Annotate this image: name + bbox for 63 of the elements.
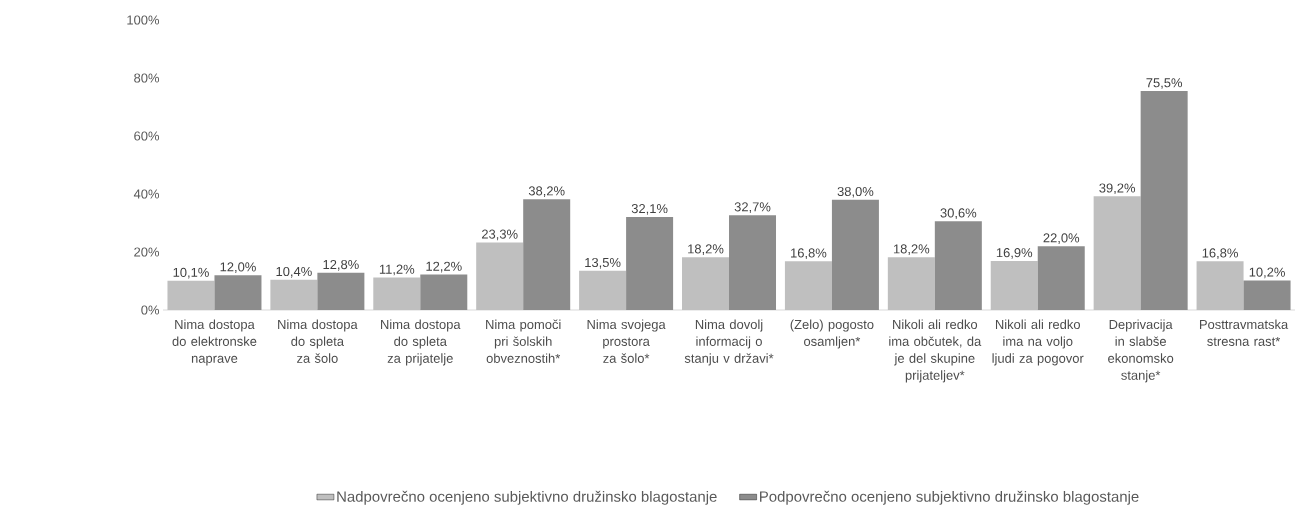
y-tick-label: 20% [134, 247, 160, 257]
data-label: 32,1% [631, 203, 668, 215]
x-tick-label: Nima dostopa do elektronske naprave [172, 319, 257, 366]
data-label: 16,9% [996, 248, 1033, 259]
x-tick-label: Nikoli ali redko ima na voljo ljudi za pogovor [992, 319, 1084, 366]
x-tick-label: Nima dostopa do spleta za šolo [278, 319, 358, 363]
y-tick-label: 40% [133, 189, 160, 199]
data-label: 12,2% [426, 261, 462, 273]
x-tick-label: Nikoli ali redko ima občutek, da je del skupine prijateljev* [889, 319, 982, 383]
data-label: 38,2% [528, 186, 565, 198]
bar [420, 274, 468, 310]
x-tick-label: Posttravmatska stresna rast* [1199, 319, 1289, 346]
bar [523, 199, 571, 310]
legend-label: Podpovrečno ocenjeno subjektivno družinsko blagostanje [760, 490, 1139, 505]
data-label: 16,8% [791, 248, 827, 260]
bar [784, 261, 832, 310]
data-label: 11,2% [379, 264, 415, 276]
bar [1037, 246, 1085, 310]
bar [317, 272, 365, 310]
bar [214, 275, 262, 310]
data-label: 75,5% [1146, 78, 1183, 89]
data-label: 22,0% [1043, 233, 1080, 244]
data-label: 32,7% [734, 202, 771, 213]
data-label: 10,2% [1249, 267, 1285, 279]
bar [682, 257, 730, 310]
y-tick-label: 0% [141, 305, 160, 315]
x-tick-label: Nima dovolj informacij o stanju v državi* [684, 319, 774, 366]
y-tick-label: 60% [134, 131, 160, 141]
bar [1243, 280, 1291, 310]
data-label: 38,0% [837, 186, 874, 198]
x-tick-label: Nima svojega prostora za šolo* [587, 319, 666, 363]
x-tick-label: Deprivacija in slabše ekonomsko stanje* [1108, 319, 1174, 383]
data-label: 18,2% [893, 244, 930, 256]
legend-label: Nadpovrečno ocenjeno subjektivno družinsko blagostanje [337, 490, 717, 505]
x-tick-label: Nima dostopa do spleta za prijatelje [381, 319, 461, 366]
data-label: 30,6% [940, 208, 977, 220]
bar [373, 277, 421, 310]
bar [831, 199, 879, 310]
y-tick-label: 80% [134, 73, 160, 83]
bar [887, 257, 935, 310]
data-label: 39,2% [1099, 183, 1136, 195]
data-label: 13,5% [585, 257, 621, 269]
data-label: 18,2% [688, 244, 724, 256]
bar [626, 216, 674, 310]
bar [476, 242, 524, 310]
data-label: 10,4% [276, 266, 312, 278]
bar [167, 280, 215, 310]
data-label: 10,1% [173, 267, 209, 279]
y-tick-label: 100% [127, 15, 160, 25]
data-label: 23,3% [481, 229, 518, 241]
bar [990, 260, 1038, 310]
x-tick-label: Nima pomoči pri šolskih obveznostih* [486, 319, 561, 363]
bar [270, 279, 318, 310]
bar [729, 215, 777, 310]
bar [1140, 91, 1188, 310]
bar [934, 221, 982, 310]
x-tick-label: (Zelo) pogosto osamljen* [790, 319, 874, 349]
data-label: 12,0% [220, 262, 256, 273]
bar [1093, 196, 1141, 310]
bar [579, 270, 627, 310]
bar [1196, 261, 1244, 310]
data-label: 12,8% [323, 259, 359, 271]
data-label: 16,8% [1202, 248, 1238, 260]
